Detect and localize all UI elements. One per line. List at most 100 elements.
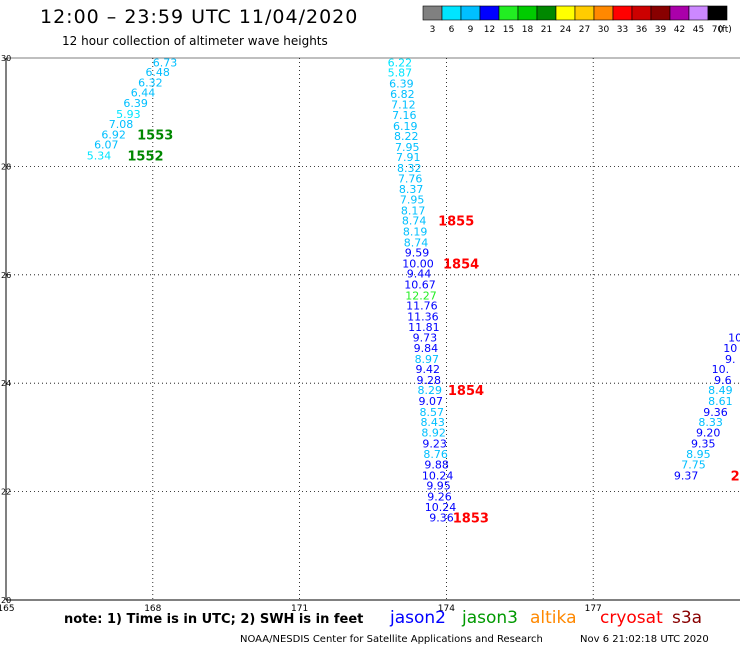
time-label: 1552 bbox=[127, 150, 163, 165]
wave-height-point: 9.59 bbox=[405, 247, 430, 260]
wave-height-point: 9.20 bbox=[696, 427, 721, 440]
time-label: 1853 bbox=[453, 512, 489, 527]
wave-height-point: 8.43 bbox=[420, 416, 445, 429]
y-tick-label: 20 bbox=[1, 596, 11, 605]
scale-label: 36 bbox=[636, 25, 648, 35]
wave-height-point: 9.35 bbox=[691, 437, 716, 450]
wave-height-point: 11.76 bbox=[406, 300, 438, 313]
footer-note: note: 1) Time is in UTC; 2) SWH is in fe… bbox=[64, 612, 364, 627]
footer-timestamp: Nov 6 21:02:18 UTC 2020 bbox=[580, 634, 709, 645]
wave-height-point: 7.16 bbox=[392, 109, 417, 122]
scale-label: 45 bbox=[693, 25, 704, 35]
wave-height-point: 6.92 bbox=[101, 128, 126, 141]
wave-height-point: 9.73 bbox=[413, 332, 438, 345]
wave-height-point: 7.76 bbox=[398, 172, 423, 185]
wave-height-point: 8.74 bbox=[404, 236, 429, 249]
wave-height-point: 6.82 bbox=[390, 88, 415, 101]
wave-height-point: 9. bbox=[725, 353, 736, 366]
wave-height-point: 5.93 bbox=[116, 108, 141, 121]
wave-height-point: 6.19 bbox=[393, 120, 418, 133]
wave-height-point: 5.34 bbox=[87, 150, 112, 163]
x-tick-label: 177 bbox=[585, 604, 602, 614]
footer-credit: NOAA/NESDIS Center for Satellite Applica… bbox=[240, 634, 543, 645]
legend-cryosat: cryosat bbox=[600, 608, 663, 628]
scale-label: 21 bbox=[541, 25, 552, 35]
wave-height-point: 8.17 bbox=[401, 204, 426, 217]
x-tick-label: 165 bbox=[0, 604, 15, 614]
wave-height-point: 6.48 bbox=[145, 66, 170, 79]
y-tick-label: 22 bbox=[1, 488, 11, 497]
x-tick-label: 174 bbox=[438, 604, 455, 614]
scale-label: 12 bbox=[484, 25, 495, 35]
wave-height-point: 8.22 bbox=[394, 130, 419, 143]
y-tick-label: 24 bbox=[1, 379, 11, 388]
wave-height-point: 10 bbox=[723, 342, 737, 355]
legend-jason3: jason3 bbox=[462, 608, 518, 628]
wave-height-point: 7.95 bbox=[395, 141, 420, 154]
wave-height-point: 6.39 bbox=[389, 77, 414, 90]
wave-height-point: 9.88 bbox=[424, 459, 449, 472]
wave-height-point: 11.36 bbox=[407, 311, 439, 324]
time-label: 1854 bbox=[443, 257, 479, 272]
legend-jason2: jason2 bbox=[390, 608, 446, 628]
wave-height-point: 7.12 bbox=[391, 99, 416, 112]
wave-height-point: 8.95 bbox=[686, 448, 711, 461]
wave-height-point: 12.27 bbox=[405, 289, 437, 302]
scale-label: 70 bbox=[712, 25, 724, 35]
wave-height-point: 10.00 bbox=[402, 257, 434, 270]
chart-title: 12:00 – 23:59 UTC 11/04/2020 bbox=[40, 6, 359, 28]
wave-height-point: 6.32 bbox=[138, 76, 163, 89]
scale-label: 30 bbox=[598, 25, 610, 35]
wave-height-point: 9.26 bbox=[427, 490, 452, 503]
wave-height-point: 7.08 bbox=[109, 118, 134, 131]
time-label: 1855 bbox=[438, 215, 474, 230]
wave-height-point: 6.22 bbox=[388, 56, 413, 69]
wave-height-point: 10 bbox=[728, 332, 740, 345]
scale-label: 3 bbox=[430, 25, 436, 35]
wave-height-point: 9.28 bbox=[417, 374, 442, 387]
wave-height-point: 9.37 bbox=[674, 469, 699, 482]
scale-unit: (ft) bbox=[718, 25, 732, 35]
scale-swatch bbox=[707, 5, 728, 21]
scale-label: 15 bbox=[503, 25, 514, 35]
time-label: 1854 bbox=[448, 384, 484, 399]
wave-height-point: 6.44 bbox=[131, 87, 156, 100]
wave-height-point: 10. bbox=[712, 363, 730, 376]
scale-label: 39 bbox=[655, 25, 667, 35]
legend-altika: altika bbox=[530, 608, 577, 628]
wave-height-point: 9.42 bbox=[416, 363, 441, 376]
scale-label: 33 bbox=[617, 25, 628, 35]
x-tick-label: 168 bbox=[144, 604, 161, 614]
wave-height-point: 8.33 bbox=[698, 416, 723, 429]
wave-height-point: 8.97 bbox=[415, 353, 440, 366]
scale-label: 9 bbox=[468, 25, 474, 35]
wave-height-point: 10.24 bbox=[425, 501, 457, 514]
wave-height-point: 7.91 bbox=[396, 151, 421, 164]
wave-height-point: 6.39 bbox=[123, 97, 148, 110]
wave-height-point: 8.37 bbox=[399, 183, 424, 196]
wave-height-point: 8.32 bbox=[397, 162, 422, 175]
scale-label: 24 bbox=[560, 25, 572, 35]
wave-height-point: 7.75 bbox=[681, 459, 706, 472]
wave-height-point: 6.73 bbox=[153, 56, 178, 69]
wave-height-point: 9.95 bbox=[426, 480, 451, 493]
scale-label: 6 bbox=[449, 25, 455, 35]
y-tick-label: 30 bbox=[1, 54, 11, 63]
wave-height-point: 8.49 bbox=[708, 384, 733, 397]
scale-label: 42 bbox=[674, 25, 685, 35]
wave-height-point: 8.76 bbox=[423, 448, 448, 461]
wave-height-point: 9.07 bbox=[418, 395, 443, 408]
wave-height-point: 6.07 bbox=[94, 139, 119, 152]
time-label: 2 bbox=[731, 469, 740, 484]
wave-height-point: 7.95 bbox=[400, 193, 425, 206]
wave-height-point: 5.87 bbox=[388, 67, 413, 80]
wave-height-point: 8.19 bbox=[403, 225, 428, 238]
wave-height-point: 8.92 bbox=[421, 427, 446, 440]
wave-height-point: 11.81 bbox=[408, 321, 440, 334]
y-tick-label: 26 bbox=[1, 271, 11, 280]
wave-height-point: 8.74 bbox=[402, 215, 427, 228]
x-tick-label: 171 bbox=[291, 604, 308, 614]
chart-subtitle: 12 hour collection of altimeter wave hei… bbox=[62, 34, 328, 48]
wave-height-point: 10.24 bbox=[422, 469, 454, 482]
